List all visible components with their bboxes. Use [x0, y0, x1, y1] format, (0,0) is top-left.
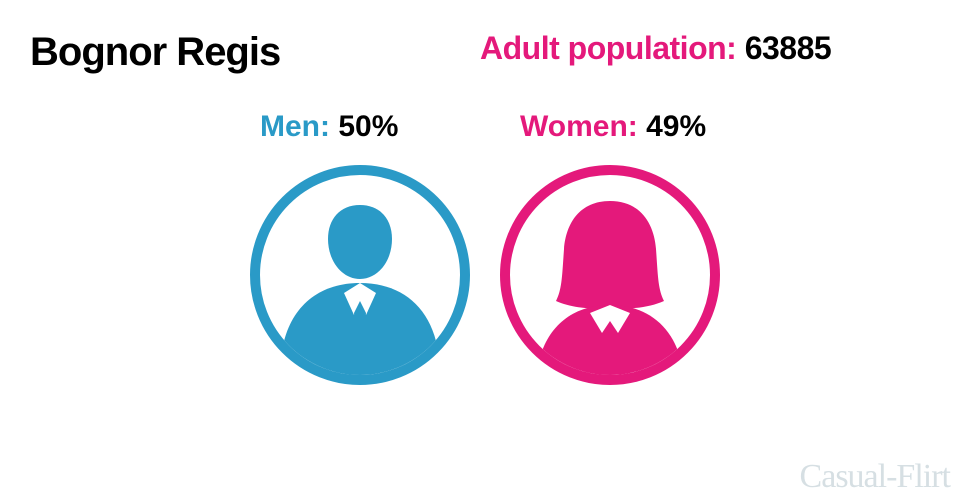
watermark-part1: Casual [800, 458, 887, 495]
men-value: 50% [338, 110, 398, 143]
location-title: Bognor Regis [30, 30, 280, 75]
women-value: 49% [646, 110, 706, 143]
infographic-root: Bognor Regis Adult population: 63885 Men… [0, 0, 960, 502]
population-value: 63885 [745, 30, 831, 66]
woman-icon [510, 175, 710, 375]
watermark: Casual-Flirt [800, 458, 950, 496]
men-label: Men: [260, 110, 330, 143]
population-label: Adult population: [480, 30, 736, 66]
women-label: Women: [520, 110, 638, 143]
population-line: Adult population: 63885 [480, 30, 831, 67]
watermark-part2: -Flirt [886, 458, 950, 495]
women-avatar [500, 165, 720, 385]
men-avatar [250, 165, 470, 385]
women-stat: Women: 49% [520, 110, 706, 144]
men-stat: Men: 50% [260, 110, 398, 144]
man-icon [260, 175, 460, 375]
